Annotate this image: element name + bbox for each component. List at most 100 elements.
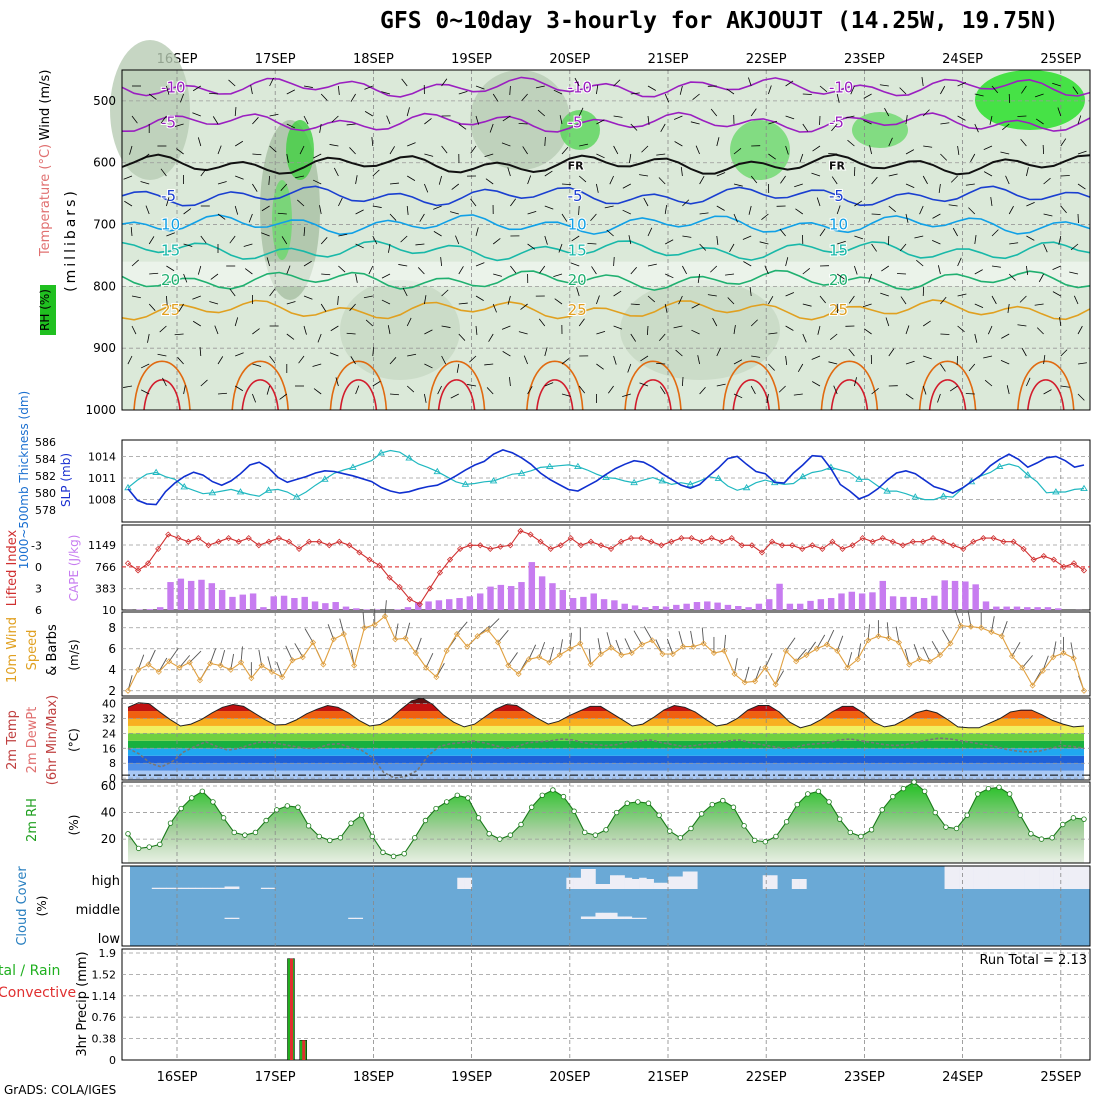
cape-bar <box>848 591 856 610</box>
upper-wind-barb <box>192 295 201 300</box>
wind10m-barb <box>339 618 345 635</box>
rh2m-marker <box>167 820 174 826</box>
upper-wind-barb <box>816 197 821 207</box>
cloud-bar <box>224 917 233 919</box>
upper-wind-barb <box>1035 118 1044 125</box>
cape-bar <box>858 593 866 610</box>
wind10m-barb <box>528 644 537 660</box>
upper-wind-barb <box>658 333 666 342</box>
cape-bar <box>600 599 608 610</box>
wind10m-speed-marker <box>525 656 532 663</box>
upper-wind-barb <box>1043 243 1048 253</box>
upper-wind-barb <box>1034 93 1044 98</box>
rh2m-marker <box>826 799 832 805</box>
wind10m-speed-marker <box>865 637 872 644</box>
thickness-marker <box>1023 471 1032 478</box>
cape-bar <box>260 607 267 610</box>
rh2m-marker <box>624 800 630 806</box>
lifted-index-marker <box>396 583 403 591</box>
temp2m-color-fill <box>128 698 1084 780</box>
upper-wind-barb <box>147 333 150 343</box>
thickness-marker <box>264 486 273 493</box>
wind10m-tick-label: 6 <box>108 642 116 656</box>
upper-wind-barb <box>441 289 449 297</box>
upper-wind-barb <box>905 393 914 400</box>
upper-wind-barb <box>401 78 408 87</box>
date-label-top: 24SEP <box>942 52 983 67</box>
upper-wind-barb <box>847 139 855 147</box>
wind10m-frame <box>121 611 1091 697</box>
wind10m-speed-marker <box>1039 667 1046 674</box>
rh2m-axis-label: 2m RH <box>25 798 40 842</box>
upper-wind-barb <box>419 213 425 222</box>
upper-wind-barb <box>458 123 467 130</box>
rh2m-marker <box>730 804 737 810</box>
date-label-bottom: 20SEP <box>549 1070 590 1085</box>
upper-wind-barb <box>346 123 356 126</box>
thickness-marker <box>349 463 357 470</box>
upper-wind-barb <box>622 183 631 189</box>
lifted-index-marker <box>658 542 665 549</box>
upper-wind-barb <box>234 140 244 147</box>
pressure-tick-label: 500 <box>93 94 116 108</box>
slp-line <box>127 449 1085 506</box>
cape-bar <box>714 602 721 610</box>
rh2m-marker <box>486 831 492 837</box>
upper-wind-barb <box>544 235 548 245</box>
upper-wind-barb <box>899 243 907 252</box>
cloud-bar <box>1010 866 1018 889</box>
cloud-bar <box>602 884 611 889</box>
upper-wind-barb <box>458 266 464 275</box>
wind10m-barb <box>1052 641 1057 658</box>
wind10m-speed-marker <box>135 666 142 673</box>
upper-wind-barb <box>140 181 150 185</box>
precip-tick-label: 0 <box>109 1054 116 1067</box>
upper-wind-barb <box>630 303 640 306</box>
upper-wind-barb <box>372 380 381 387</box>
rh2m-marker <box>422 817 429 824</box>
upper-wind-barb <box>750 175 758 184</box>
lifted-index-marker <box>275 535 283 542</box>
upper-wind-barb <box>576 287 580 297</box>
wind10m-speed-marker <box>423 664 430 671</box>
upper-wind-barb <box>197 265 202 275</box>
upper-wind-barb <box>1026 167 1029 177</box>
cape-bar <box>569 598 577 610</box>
upper-wind-barb <box>716 172 726 177</box>
wind10m-barb <box>913 644 920 660</box>
cape-bar <box>301 596 308 610</box>
thickness-marker <box>517 469 526 476</box>
upper-wind-barb <box>424 363 433 369</box>
isotherm-line <box>121 299 1091 321</box>
upper-wind-barb <box>123 385 133 388</box>
rh2m-marker <box>528 804 535 810</box>
rh2m-marker <box>858 833 864 840</box>
lifted-index-marker <box>718 538 725 545</box>
cape-tick-label: 766 <box>95 561 116 574</box>
upper-wind-barb <box>831 176 838 185</box>
cape-bar <box>1055 608 1062 610</box>
upper-wind-barb <box>406 317 412 327</box>
cloud-bar <box>151 887 160 889</box>
upper-wind-barb <box>338 197 343 207</box>
upper-wind-barb <box>553 273 563 278</box>
upper-wind-barb <box>819 295 826 304</box>
rh2m-marker <box>316 833 322 840</box>
rh2m-marker <box>667 828 673 834</box>
upper-wind-barb <box>750 385 756 395</box>
cape-bar <box>280 595 288 610</box>
temp2m-band <box>128 711 1084 719</box>
upper-wind-barb <box>764 265 769 275</box>
upper-wind-barb <box>355 273 358 283</box>
upper-wind-barb <box>905 183 915 189</box>
upper-wind-barb <box>166 85 170 95</box>
cape-bar <box>724 604 732 610</box>
upper-wind-barb <box>716 383 726 387</box>
upper-wind-barb <box>848 295 855 304</box>
upper-wind-barb <box>697 355 700 365</box>
upper-wind-barb <box>553 89 563 95</box>
lifted-index-marker <box>426 585 433 592</box>
cape-bar <box>900 596 907 610</box>
rh2m-tick-label: 40 <box>101 806 116 820</box>
upper-wind-barb <box>337 295 339 306</box>
